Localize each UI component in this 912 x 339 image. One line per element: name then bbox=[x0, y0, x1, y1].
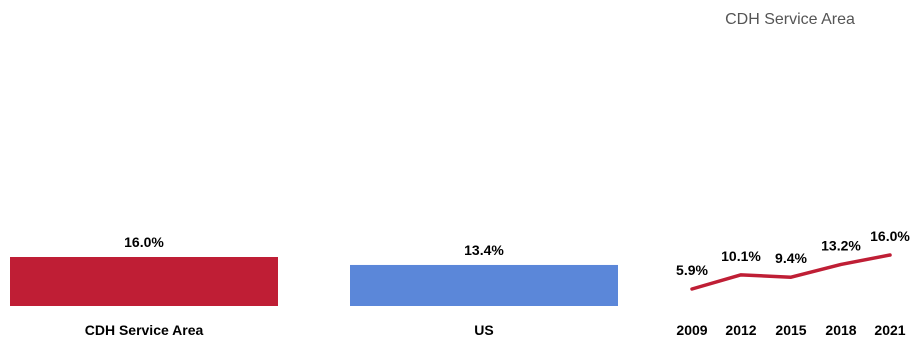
line-x-tick-label: 2012 bbox=[725, 322, 756, 338]
line-value-label: 9.4% bbox=[775, 250, 807, 266]
bar-value-label: 13.4% bbox=[464, 242, 504, 258]
line-x-tick-label: 2021 bbox=[874, 322, 905, 338]
line-value-label: 16.0% bbox=[870, 228, 910, 244]
line-x-tick-label: 2018 bbox=[825, 322, 856, 338]
bar-category-label: CDH Service Area bbox=[85, 322, 204, 338]
bar-us bbox=[350, 264, 618, 306]
line-x-tick-label: 2009 bbox=[676, 322, 707, 338]
line-value-label: 10.1% bbox=[721, 248, 761, 264]
line-chart: 5.9% 2009 10.1% 2012 9.4% 2015 13.2% 2018 16.0% 2… bbox=[676, 228, 910, 338]
bar-chart: 16.0% CDH Service Area 13.4% US bbox=[10, 234, 618, 338]
bar-category-label: US bbox=[474, 322, 493, 338]
line-x-tick-label: 2015 bbox=[775, 322, 806, 338]
line-chart-title: CDH Service Area bbox=[725, 11, 855, 28]
line-value-label: 13.2% bbox=[821, 237, 861, 253]
line-value-label: 5.9% bbox=[676, 262, 708, 278]
bar-cdh-service-area bbox=[10, 257, 278, 306]
bar-value-label: 16.0% bbox=[124, 234, 164, 250]
